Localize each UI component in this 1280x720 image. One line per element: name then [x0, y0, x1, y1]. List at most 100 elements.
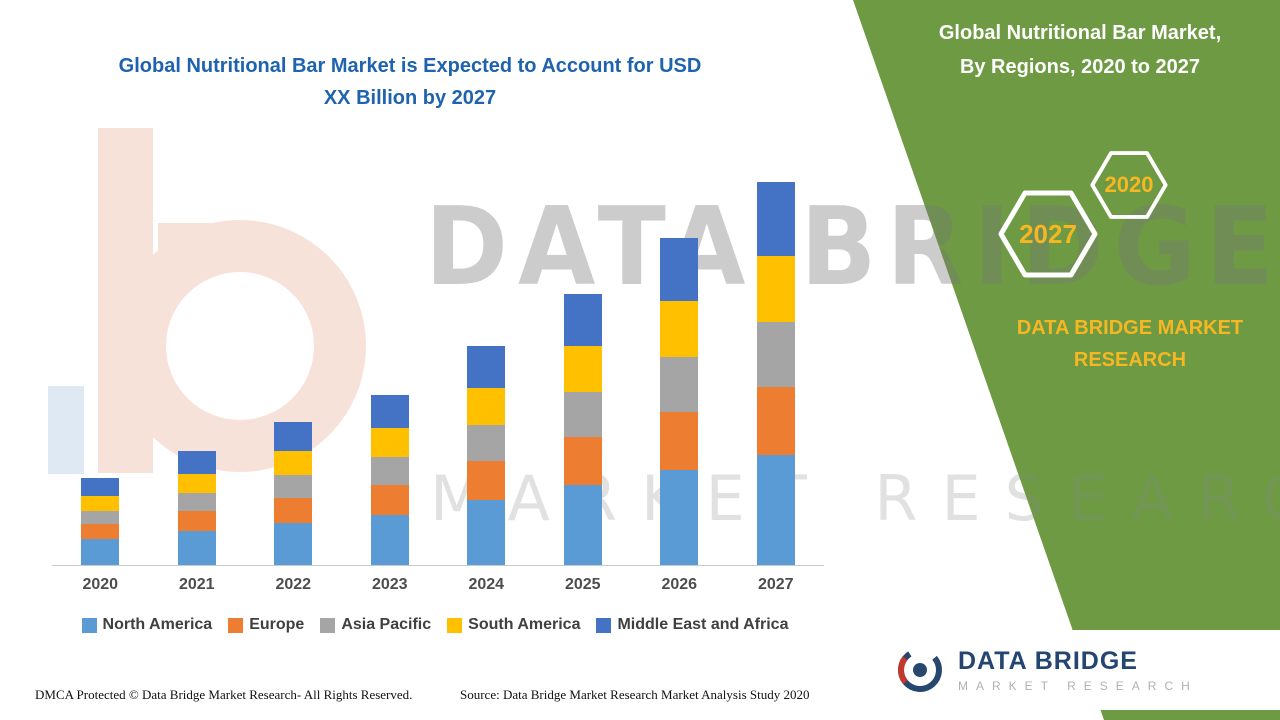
bar-stack-2020: [81, 478, 120, 565]
bar-segment: [467, 388, 506, 425]
bar-segment: [467, 500, 506, 565]
bar-stack-2025: [563, 294, 602, 565]
bar-segment: [177, 511, 216, 531]
panel-title: Global Nutritional Bar Market, By Region…: [890, 16, 1270, 84]
bar-segment: [756, 182, 795, 256]
bar-segment: [81, 478, 120, 496]
bar-group: [149, 165, 246, 565]
bar-segment: [370, 515, 409, 565]
legend-label: Middle East and Africa: [617, 616, 789, 633]
bar-segment: [81, 524, 120, 539]
x-axis-label: 2020: [82, 576, 119, 593]
bar-segment: [370, 395, 409, 428]
chart-legend: North America Europe Asia Pacific South Ame…: [15, 616, 855, 634]
legend-swatch: [81, 617, 97, 633]
bar-group: [728, 165, 825, 565]
panel-title-line1: Global Nutritional Bar Market,: [938, 22, 1222, 44]
bar-segment: [756, 256, 795, 322]
bar-segment: [274, 422, 313, 451]
bar-segment: [177, 451, 216, 474]
bar-segment: [660, 470, 699, 565]
dmca-notice: DMCA Protected © Data Bridge Market Rese…: [35, 687, 413, 702]
panel-brand-text: DATA BRIDGE MARKET RESEARCH: [985, 312, 1275, 376]
legend-swatch: [447, 617, 463, 633]
x-axis-label: 2026: [661, 576, 698, 593]
panel-brand-line1: DATA BRIDGE MARKET: [1016, 317, 1244, 339]
legend-item: South America: [447, 616, 580, 634]
legend-item: Asia Pacific: [320, 616, 431, 634]
x-axis-label: 2022: [275, 576, 312, 593]
bar-segment: [467, 425, 506, 461]
bar-segment: [660, 412, 699, 470]
bar-segment: [660, 238, 699, 301]
legend-swatch: [320, 617, 336, 633]
hexagon-2027: 2027: [998, 190, 1098, 278]
hexagon-2027-label: 2027: [1019, 218, 1077, 249]
legend-swatch: [228, 617, 244, 633]
legend-label: North America: [102, 616, 213, 633]
bar-group: [245, 165, 342, 565]
logo-subtitle: MARKET RESEARCH: [958, 679, 1198, 693]
x-axis-label: 2023: [371, 576, 408, 593]
bar-segment: [467, 461, 506, 500]
bar-segment: [467, 346, 506, 388]
bar-segment: [81, 539, 120, 565]
panel-brand-line2: RESEARCH: [1073, 349, 1187, 371]
watermark-data-bridge: DATA BRIDGE: [425, 183, 1280, 310]
bar-segment: [81, 511, 120, 524]
x-axis-line: [52, 565, 824, 566]
bar-segment: [660, 357, 699, 412]
bar-segment: [756, 322, 795, 387]
legend-label: Europe: [249, 616, 305, 633]
bar-segment: [370, 485, 409, 515]
databridge-logo-icon: [898, 648, 942, 692]
source-note: Source: Data Bridge Market Research Mark…: [460, 687, 810, 702]
bar-segment: [563, 346, 602, 392]
legend-label: Asia Pacific: [341, 616, 432, 633]
chart-title: Global Nutritional Bar Market is Expecte…: [60, 50, 760, 114]
legend-item: North America: [81, 616, 213, 634]
bar-group: [52, 165, 149, 565]
databridge-logo-watermark: [48, 128, 366, 474]
bar-segment: [274, 475, 313, 498]
bar-segment: [563, 485, 602, 565]
bar-segment: [274, 523, 313, 565]
bar-segment: [563, 437, 602, 485]
bar-stack-2027: [756, 182, 795, 565]
bar-segment: [756, 387, 795, 455]
legend-item: Middle East and Africa: [596, 616, 788, 634]
bar-segment: [177, 474, 216, 493]
bar-segment: [660, 301, 699, 357]
x-axis-label: 2027: [757, 576, 794, 593]
hexagon-2020-label: 2020: [1104, 172, 1154, 197]
panel-title-line2: By Regions, 2020 to 2027: [959, 56, 1201, 78]
bar-stack-2026: [660, 238, 699, 565]
bar-segment: [370, 457, 409, 485]
bar-stack-2023: [370, 395, 409, 565]
x-axis-label: 2021: [178, 576, 215, 593]
legend-label: South America: [468, 616, 581, 633]
bar-segment: [81, 496, 120, 511]
bar-segment: [756, 455, 795, 565]
legend-item: Europe: [228, 616, 304, 634]
bar-segment: [177, 531, 216, 565]
logo-name: DATA BRIDGE: [958, 647, 1138, 675]
stacked-bar-chart: [52, 165, 824, 565]
bar-segment: [177, 493, 216, 511]
bar-segment: [563, 294, 602, 346]
legend-swatch: [596, 617, 612, 633]
x-axis-label: 2025: [564, 576, 601, 593]
x-axis-labels: 2020 2021 2022 2023 2024 2025 2026 2027: [52, 576, 824, 594]
bar-group: [438, 165, 535, 565]
bar-segment: [563, 392, 602, 437]
bar-segment: [274, 451, 313, 475]
x-axis-label: 2024: [468, 576, 505, 593]
bar-group: [342, 165, 439, 565]
bar-group: [535, 165, 632, 565]
bar-group: [631, 165, 728, 565]
bar-stack-2021: [177, 451, 216, 565]
chart-title-line2: XX Billion by 2027: [323, 87, 497, 109]
bar-stack-2022: [274, 422, 313, 565]
bar-segment: [274, 498, 313, 523]
